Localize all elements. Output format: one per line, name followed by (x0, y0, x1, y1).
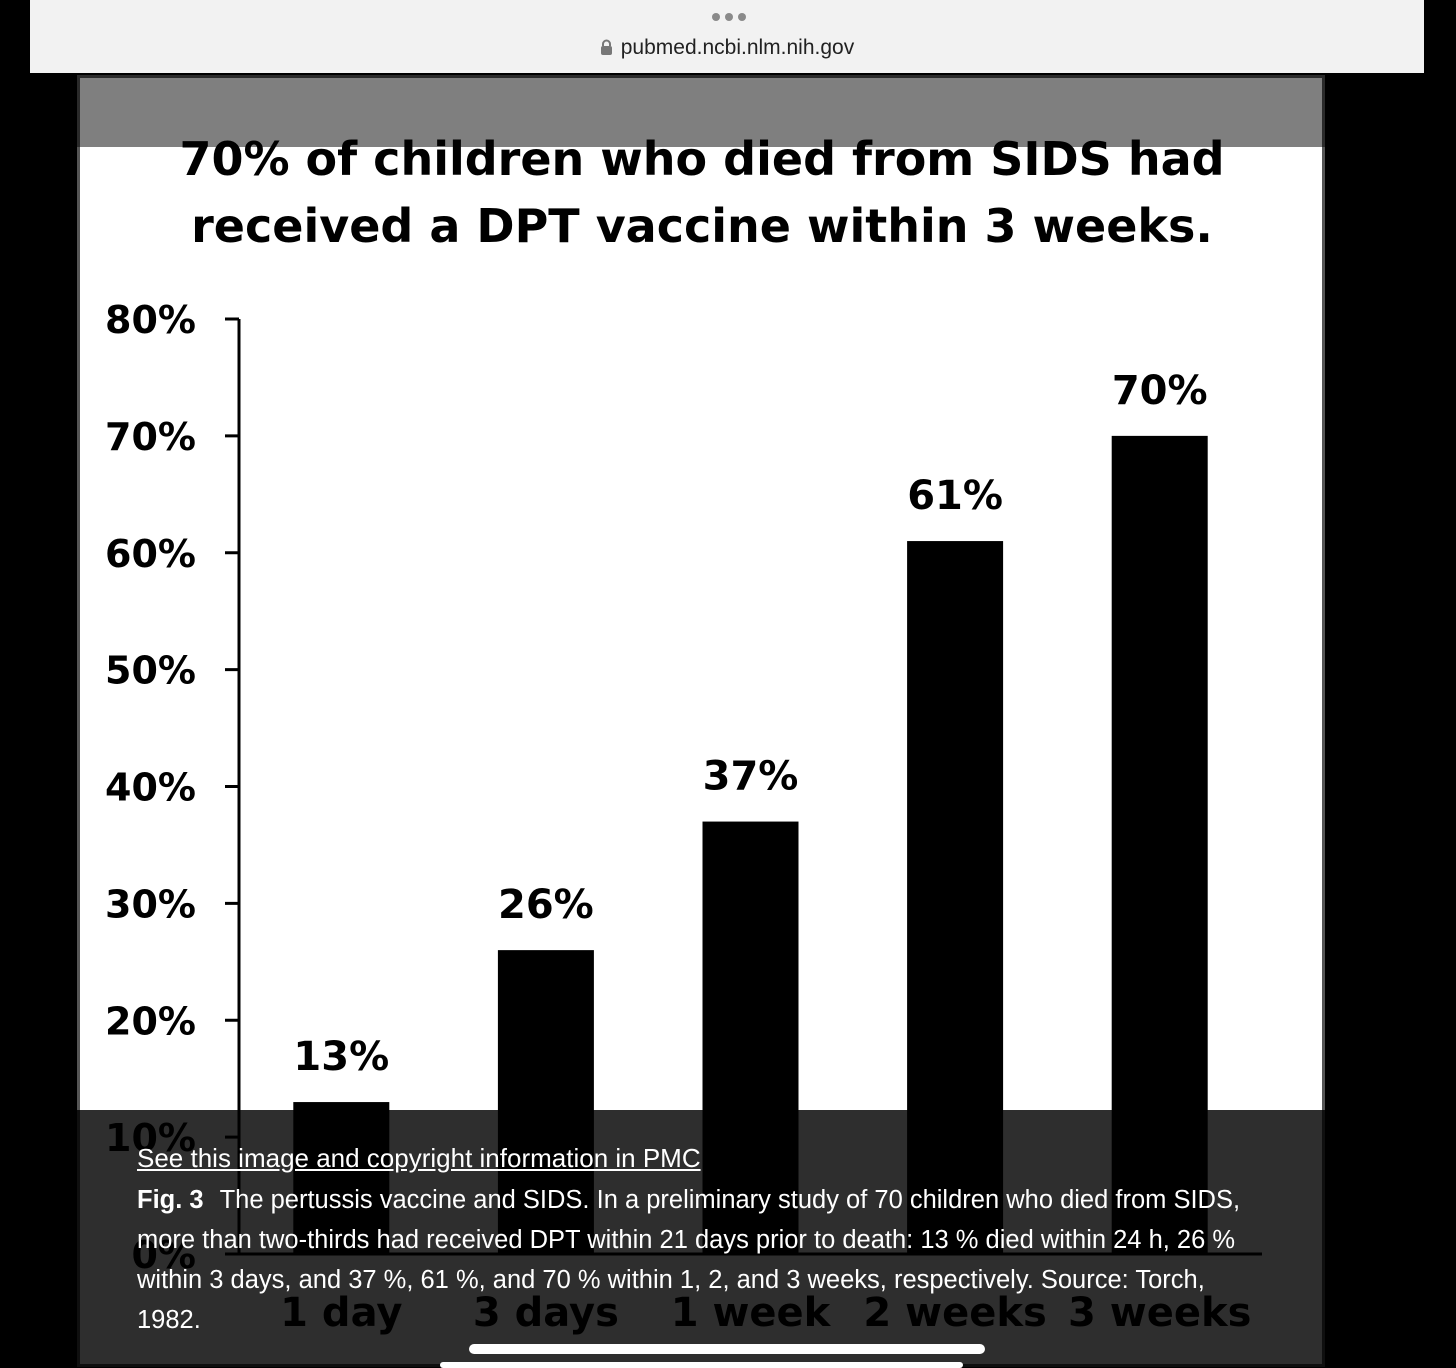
bottom-bar (440, 1362, 963, 1368)
chart-title-line-2: received a DPT vaccine within 3 weeks. (191, 199, 1213, 253)
home-indicator[interactable] (469, 1344, 985, 1354)
figure-caption: Fig. 3 The pertussis vaccine and SIDS. In… (137, 1180, 1267, 1340)
y-tick-label: 30% (105, 882, 196, 926)
chart-title-line-1: 70% of children who died from SIDS had (179, 132, 1224, 186)
url-text: pubmed.ncbi.nlm.nih.gov (620, 36, 855, 59)
bar-value-label: 13% (293, 1034, 389, 1080)
caption-overlay (77, 1110, 1325, 1367)
bar-value-label: 61% (907, 473, 1003, 519)
bar-value-label: 70% (1112, 368, 1208, 414)
pmc-copyright-link[interactable]: See this image and copyright information… (137, 1143, 701, 1173)
more-options-icon[interactable] (712, 13, 746, 21)
y-tick-label: 80% (105, 298, 196, 342)
y-tick-label: 40% (105, 766, 196, 810)
browser-url-bar[interactable]: pubmed.ncbi.nlm.nih.gov (30, 0, 1424, 73)
y-tick-label: 60% (105, 532, 196, 576)
caption-body: The pertussis vaccine and SIDS. In a pre… (137, 1186, 1241, 1334)
y-tick-label: 50% (105, 649, 196, 693)
address-row[interactable]: pubmed.ncbi.nlm.nih.gov (30, 36, 1424, 60)
y-tick-label: 20% (105, 999, 196, 1043)
bar-value-label: 37% (703, 754, 799, 800)
bar-value-label: 26% (498, 882, 594, 928)
y-tick-label: 70% (105, 415, 196, 459)
figure-label: Fig. 3 (137, 1186, 204, 1214)
lock-icon (600, 39, 612, 55)
